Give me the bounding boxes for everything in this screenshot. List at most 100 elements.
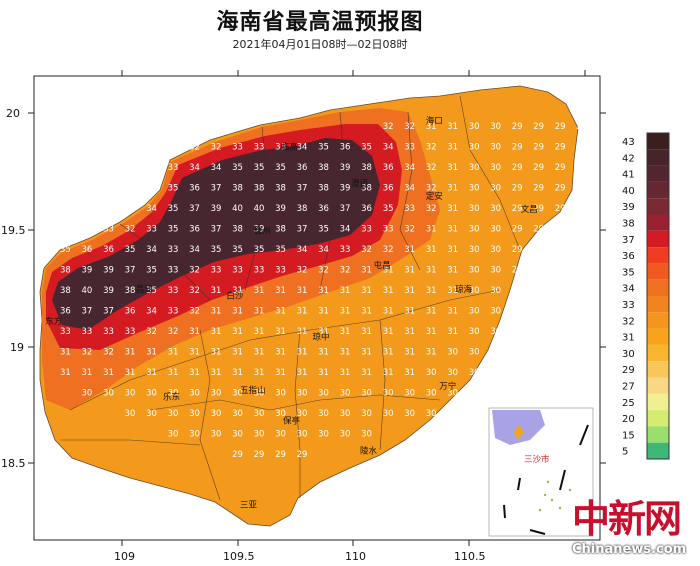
temperature-value: 29 [297, 450, 308, 460]
temperature-value: 38 [232, 224, 243, 234]
temperature-value: 35 [275, 163, 286, 173]
temperature-value: 32 [125, 224, 136, 234]
temperature-values: 32 32 31 31 30 30 29 29 29 29 32 32 32 33 33 33 34 35 36 35… [60, 122, 587, 460]
legend-label: 40 [622, 186, 635, 197]
temperature-value: 29 [512, 204, 523, 214]
temperature-value: 30 [297, 388, 308, 398]
temperature-value: 29 [555, 245, 566, 255]
temperature-value: 31 [361, 347, 372, 357]
temperature-value: 32 [189, 142, 200, 152]
temperature-value: 29 [555, 265, 566, 275]
temperature-value: 30 [146, 409, 157, 419]
temperature-value: 34 [189, 163, 200, 173]
temperature-value: 31 [275, 306, 286, 316]
city-label: 陵水 [360, 446, 378, 457]
temperature-value: 29 [555, 142, 566, 152]
temperature-value: 29 [469, 388, 480, 398]
temperature-value: 31 [426, 265, 437, 275]
temperature-value: 31 [189, 347, 200, 357]
temperature-value: 37 [103, 306, 114, 316]
temperature-value: 38 [361, 183, 372, 193]
temperature-value: 38 [232, 183, 243, 193]
temperature-value: 31 [254, 286, 265, 296]
temperature-value: 33 [232, 265, 243, 275]
map-frame [33, 75, 601, 541]
temperature-value: 39 [103, 286, 114, 296]
x-tick-label: 110 [345, 550, 366, 563]
temperature-value: 29 [576, 224, 587, 234]
temperature-value: 31 [211, 286, 222, 296]
temperature-value: 30 [361, 409, 372, 419]
legend-label: 38 [622, 219, 635, 230]
temperature-value: 30 [361, 429, 372, 439]
temperature-value: 34 [146, 306, 157, 316]
temperature-value: 31 [297, 347, 308, 357]
temperature-value: 32 [383, 245, 394, 255]
boundary-line [294, 329, 301, 498]
temperature-value: 30 [426, 388, 437, 398]
x-tick-label: 109.5 [223, 550, 255, 563]
temperature-value: 29 [576, 142, 587, 152]
temperature-value: 30 [297, 409, 308, 419]
temperature-value: 33 [232, 142, 243, 152]
temperature-value: 31 [168, 368, 179, 378]
temperature-value: 29 [512, 265, 523, 275]
temperature-value: 35 [361, 142, 372, 152]
temperature-value: 33 [125, 327, 136, 337]
temperature-value: 36 [383, 163, 394, 173]
temperature-value: 38 [318, 163, 329, 173]
temperature-value: 31 [404, 368, 415, 378]
temperature-value: 36 [340, 142, 351, 152]
temperature-value: 32 [426, 142, 437, 152]
temperature-value: 30 [232, 409, 243, 419]
city-label: 昌江 [136, 285, 154, 295]
temperature-value: 33 [146, 224, 157, 234]
temperature-value: 31 [189, 368, 200, 378]
temperature-value: 33 [404, 142, 415, 152]
temperature-value: 33 [125, 204, 136, 214]
temperature-value: 30 [490, 245, 501, 255]
temperature-value: 35 [168, 183, 179, 193]
temperature-value: 32 [189, 286, 200, 296]
temperature-value: 31 [447, 265, 458, 275]
boundary-line [60, 439, 201, 446]
temperature-value: 31 [232, 347, 243, 357]
island-fill [39, 85, 579, 527]
temperature-value: 30 [469, 306, 480, 316]
temperature-value: 30 [447, 368, 458, 378]
temperature-value: 32 [404, 122, 415, 132]
temperature-value: 32 [340, 265, 351, 275]
legend-swatch [647, 230, 669, 248]
temperature-value: 35 [318, 224, 329, 234]
temperature-value: 29 [533, 306, 544, 316]
temperature-value: 30 [211, 388, 222, 398]
temperature-value: 32 [404, 224, 415, 234]
temperature-value: 29 [512, 286, 523, 296]
temperature-value: 32 [82, 347, 93, 357]
temperature-value: 29 [576, 204, 587, 214]
temperature-value: 33 [146, 183, 157, 193]
inset-islet [568, 488, 572, 492]
legend-label: 36 [622, 251, 635, 262]
temperature-value: 37 [211, 224, 222, 234]
temperature-value: 30 [490, 224, 501, 234]
temperature-value: 31 [426, 286, 437, 296]
temperature-value: 30 [297, 429, 308, 439]
boundary-line [379, 319, 386, 451]
temperature-value: 29 [512, 327, 523, 337]
temperature-value: 31 [318, 368, 329, 378]
temperature-value: 31 [426, 122, 437, 132]
temperature-value: 31 [211, 327, 222, 337]
temperature-value: 31 [447, 327, 458, 337]
boundary-line [459, 95, 521, 251]
temperature-value: 35 [254, 245, 265, 255]
legend-label: 39 [622, 202, 635, 213]
temperature-value: 31 [297, 286, 308, 296]
temperature-value: 29 [533, 286, 544, 296]
city-label: 文昌 [521, 204, 538, 215]
y-tick-label: 19.5 [1, 224, 26, 237]
temperature-value: 39 [103, 265, 114, 275]
legend-swatch [647, 328, 669, 345]
temperature-value: 31 [60, 347, 71, 357]
inset-label: 三沙市 [524, 454, 550, 465]
